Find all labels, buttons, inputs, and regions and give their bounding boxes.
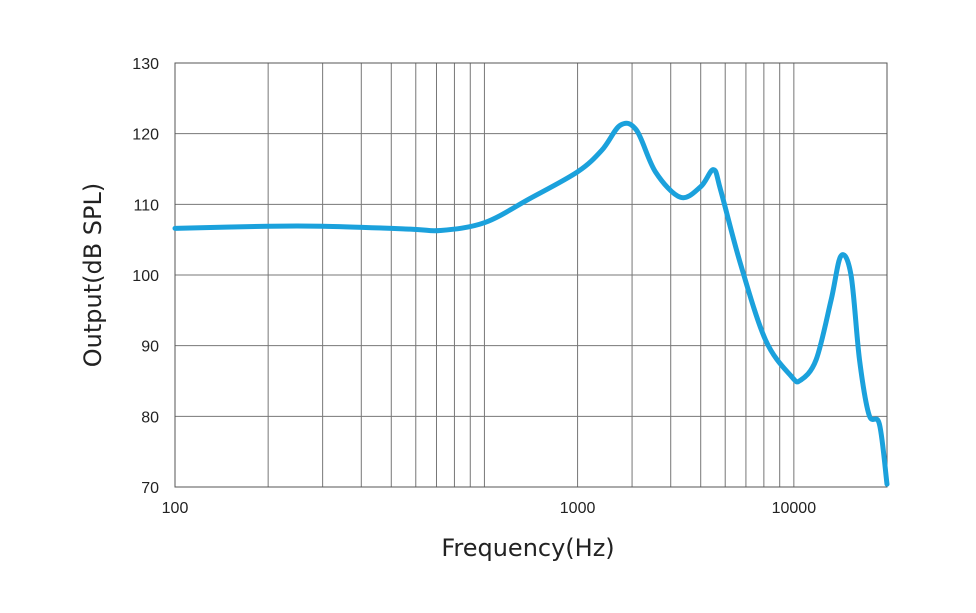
x-tick-label: 1000 bbox=[560, 500, 596, 517]
y-axis-label: Output(dB SPL) bbox=[79, 183, 107, 368]
y-tick-label: 130 bbox=[132, 56, 159, 73]
x-tick-label: 10000 bbox=[772, 500, 817, 517]
y-tick-label: 120 bbox=[132, 127, 159, 144]
y-tick-label: 80 bbox=[141, 409, 159, 426]
x-axis-label: Frequency(Hz) bbox=[441, 534, 614, 562]
plot-frame bbox=[174, 62, 888, 488]
y-tick-label: 110 bbox=[133, 197, 159, 214]
grid bbox=[174, 62, 888, 488]
tick-labels: 70 80 90 100 110 120 130 100 1000 10000 bbox=[132, 56, 816, 517]
series-lines bbox=[172, 120, 890, 487]
x-tick-label: 100 bbox=[162, 500, 189, 517]
y-tick-label: 100 bbox=[132, 268, 159, 285]
y-tick-label: 90 bbox=[141, 339, 159, 356]
series-line-frequency-response bbox=[172, 120, 890, 487]
y-tick-label: 70 bbox=[141, 480, 159, 497]
